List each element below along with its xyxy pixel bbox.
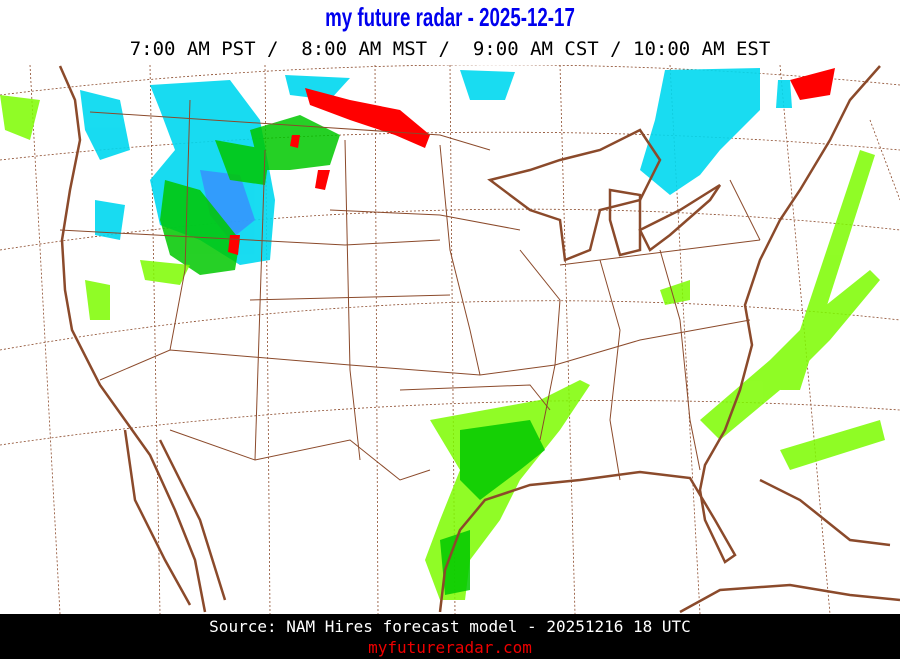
valid-times: 7:00 AM PST / 8:00 AM MST / 9:00 AM CST … bbox=[129, 38, 771, 60]
site-link[interactable]: myfutureradar.com bbox=[368, 638, 532, 657]
page-title: my future radar - 2025-12-17 bbox=[325, 2, 575, 32]
footer-bar: Source: NAM Hires forecast model - 20251… bbox=[0, 614, 900, 659]
precipitation bbox=[0, 68, 885, 600]
lat-lon-grid bbox=[0, 65, 900, 614]
snow-area-northeast bbox=[640, 68, 792, 195]
coastlines bbox=[58, 65, 900, 614]
mix-area bbox=[228, 68, 835, 255]
rain-moderate-south bbox=[440, 420, 545, 595]
snow-heavy-northwest bbox=[200, 170, 255, 240]
borders bbox=[59, 99, 761, 481]
radar-map bbox=[0, 65, 900, 614]
source-text: Source: NAM Hires forecast model - 20251… bbox=[209, 617, 691, 636]
